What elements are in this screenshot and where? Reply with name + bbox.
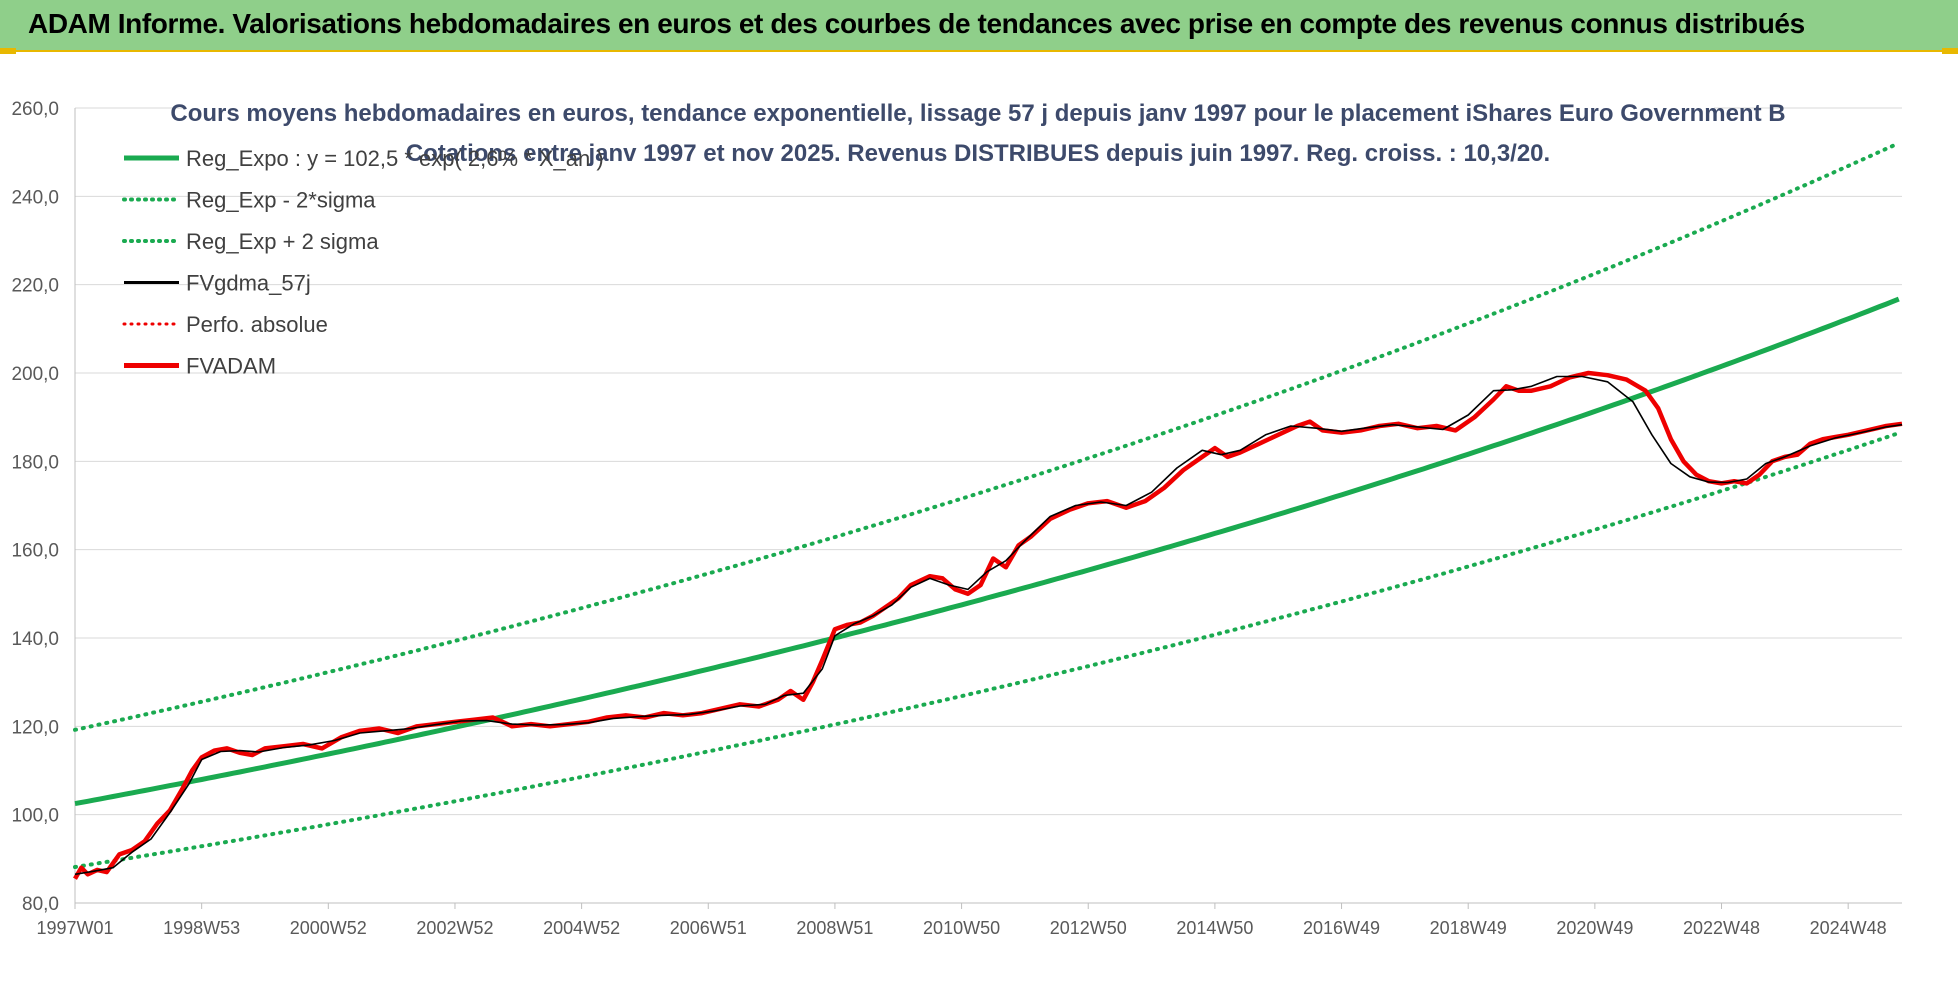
x-tick-label: 2024W48 xyxy=(1810,918,1887,938)
legend-label: Reg_Exp + 2 sigma xyxy=(186,229,379,254)
y-tick-label: 160,0 xyxy=(11,541,59,562)
x-tick-label: 2010W50 xyxy=(923,918,1000,938)
y-tick-label: 200,0 xyxy=(11,364,59,385)
y-tick-label: 220,0 xyxy=(11,276,59,297)
x-tick-label: 2020W49 xyxy=(1556,918,1633,938)
legend-label: FVADAM xyxy=(186,354,276,379)
x-tick-label: 2006W51 xyxy=(670,918,747,938)
report-title: ADAM Informe. Valorisations hebdomadaire… xyxy=(28,8,1805,39)
x-tick-label: 2000W52 xyxy=(290,918,367,938)
corner-marker-right xyxy=(1942,48,1958,54)
x-tick-label: 2014W50 xyxy=(1176,918,1253,938)
series-fvgdma-57j xyxy=(74,375,1903,876)
x-tick-label: 2008W51 xyxy=(796,918,873,938)
x-tick-label: 2022W48 xyxy=(1683,918,1760,938)
y-tick-label: 240,0 xyxy=(11,187,59,208)
x-axis-ticks: 1997W01 1998W53 2000W52 2002W52 2004W52 2006W… xyxy=(36,903,1887,938)
x-tick-label: 2018W49 xyxy=(1430,918,1507,938)
x-tick-label: 2012W50 xyxy=(1050,918,1127,938)
chart-title-backdrop xyxy=(186,102,1714,168)
y-tick-label: 100,0 xyxy=(11,806,59,827)
gridlines xyxy=(74,107,1902,904)
series-group xyxy=(73,141,1903,880)
x-tick-label: 1998W53 xyxy=(163,918,240,938)
series-reg-expo xyxy=(74,296,1900,807)
chart-title-line1: Cours moyens hebdomadaires en euros, ten… xyxy=(170,100,1785,127)
legend-label: Reg_Expo : y = 102,5 * exp( 2,6% * X_an … xyxy=(186,146,604,171)
x-tick-label: 2004W52 xyxy=(543,918,620,938)
y-axis-ticks: 80,0 100,0 120,0 140,0 160,0 180,0 200,0 220,0 2… xyxy=(11,99,59,915)
x-tick-label: 2016W49 xyxy=(1303,918,1380,938)
report-banner: ADAM Informe. Valorisations hebdomadaire… xyxy=(0,0,1958,52)
x-tick-label: 2002W52 xyxy=(416,918,493,938)
legend-label: FVgdma_57j xyxy=(186,271,311,296)
y-tick-label: 140,0 xyxy=(11,629,59,650)
y-tick-label: 260,0 xyxy=(11,99,59,120)
line-chart: 80,0 100,0 120,0 140,0 160,0 180,0 200,0 220,0 2… xyxy=(11,99,1903,938)
series-reg-upper xyxy=(73,141,1901,732)
legend-label: Reg_Exp - 2*sigma xyxy=(186,188,376,213)
chart-area: 80,0 100,0 120,0 140,0 160,0 180,0 200,0 220,0 2… xyxy=(0,52,1958,978)
y-tick-label: 180,0 xyxy=(11,452,59,473)
series-reg-lower xyxy=(73,431,1901,869)
series-fvadam xyxy=(73,370,1903,880)
corner-marker-left xyxy=(0,48,16,54)
legend-label: Perfo. absolue xyxy=(186,312,328,337)
y-tick-label: 120,0 xyxy=(11,717,59,738)
chart-legend: Reg_Expo : y = 102,5 * exp( 2,6% * X_an … xyxy=(122,146,604,379)
chart-title-line2: Cotations entre janv 1997 et nov 2025. R… xyxy=(406,140,1550,167)
x-tick-label: 1997W01 xyxy=(36,918,113,938)
y-tick-label: 80,0 xyxy=(22,894,59,915)
